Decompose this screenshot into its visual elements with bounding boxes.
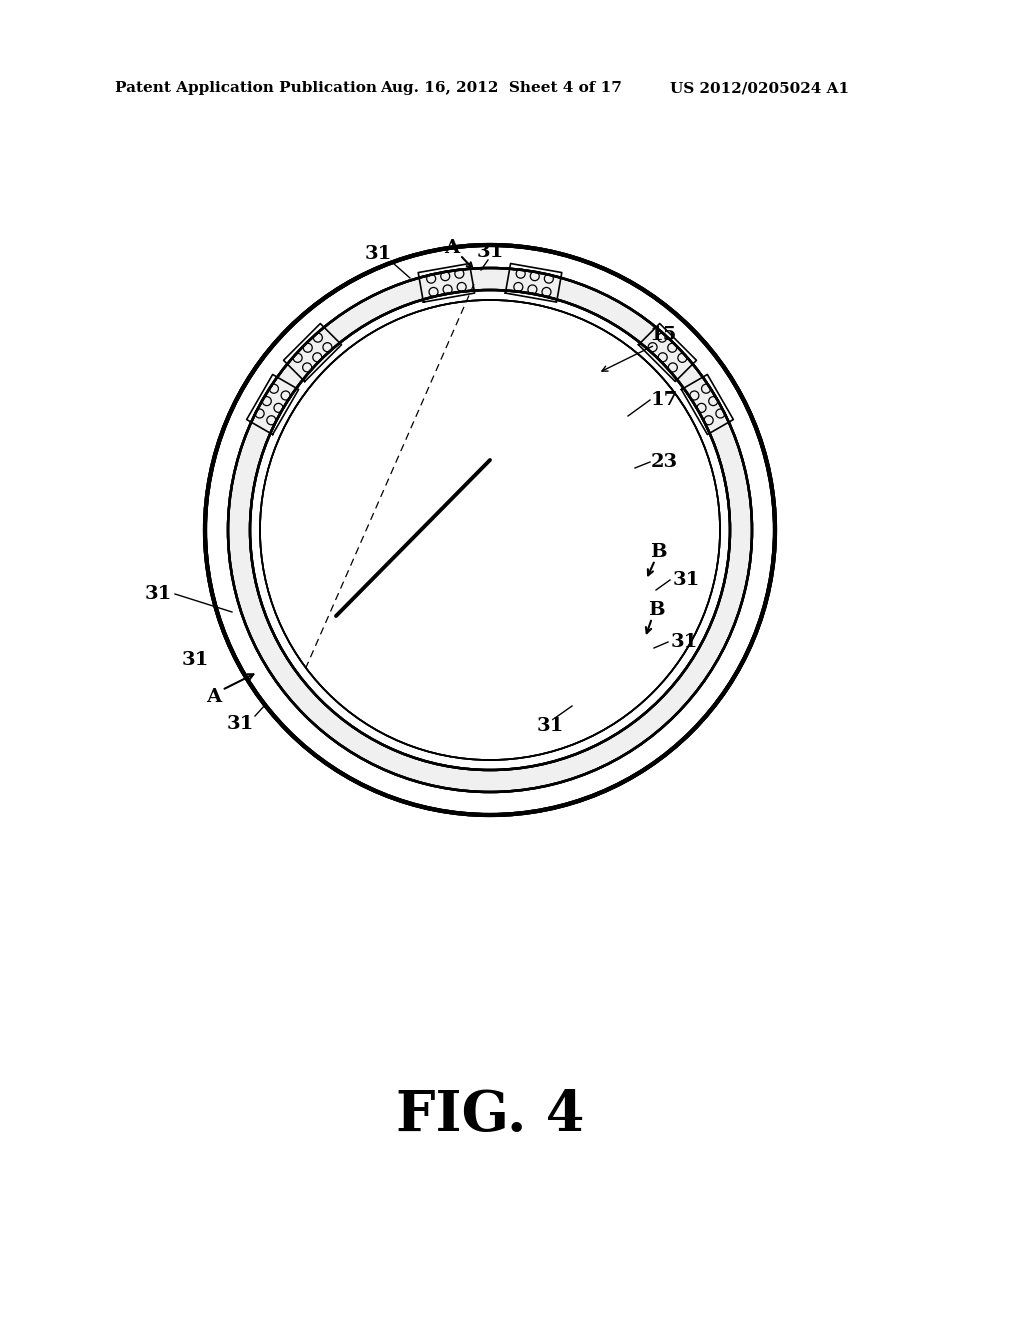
Text: FIG. 4: FIG. 4	[396, 1088, 584, 1143]
Circle shape	[261, 301, 719, 759]
Text: 31: 31	[537, 717, 563, 735]
Text: Aug. 16, 2012  Sheet 4 of 17: Aug. 16, 2012 Sheet 4 of 17	[380, 81, 622, 95]
Text: US 2012/0205024 A1: US 2012/0205024 A1	[670, 81, 849, 95]
Text: 31: 31	[476, 243, 504, 261]
Text: 31: 31	[181, 651, 209, 669]
Text: B: B	[649, 543, 667, 561]
Text: 31: 31	[226, 715, 254, 733]
Text: 17: 17	[650, 391, 678, 409]
Text: 23: 23	[650, 453, 678, 471]
Text: A: A	[207, 688, 221, 706]
Text: B: B	[648, 601, 665, 619]
Text: 31: 31	[673, 572, 699, 589]
Text: 15: 15	[649, 326, 677, 345]
Text: 31: 31	[144, 585, 172, 603]
Text: Patent Application Publication: Patent Application Publication	[115, 81, 377, 95]
Circle shape	[206, 246, 774, 814]
Text: A: A	[444, 239, 460, 257]
Text: 31: 31	[365, 246, 392, 263]
Text: 31: 31	[671, 634, 697, 651]
